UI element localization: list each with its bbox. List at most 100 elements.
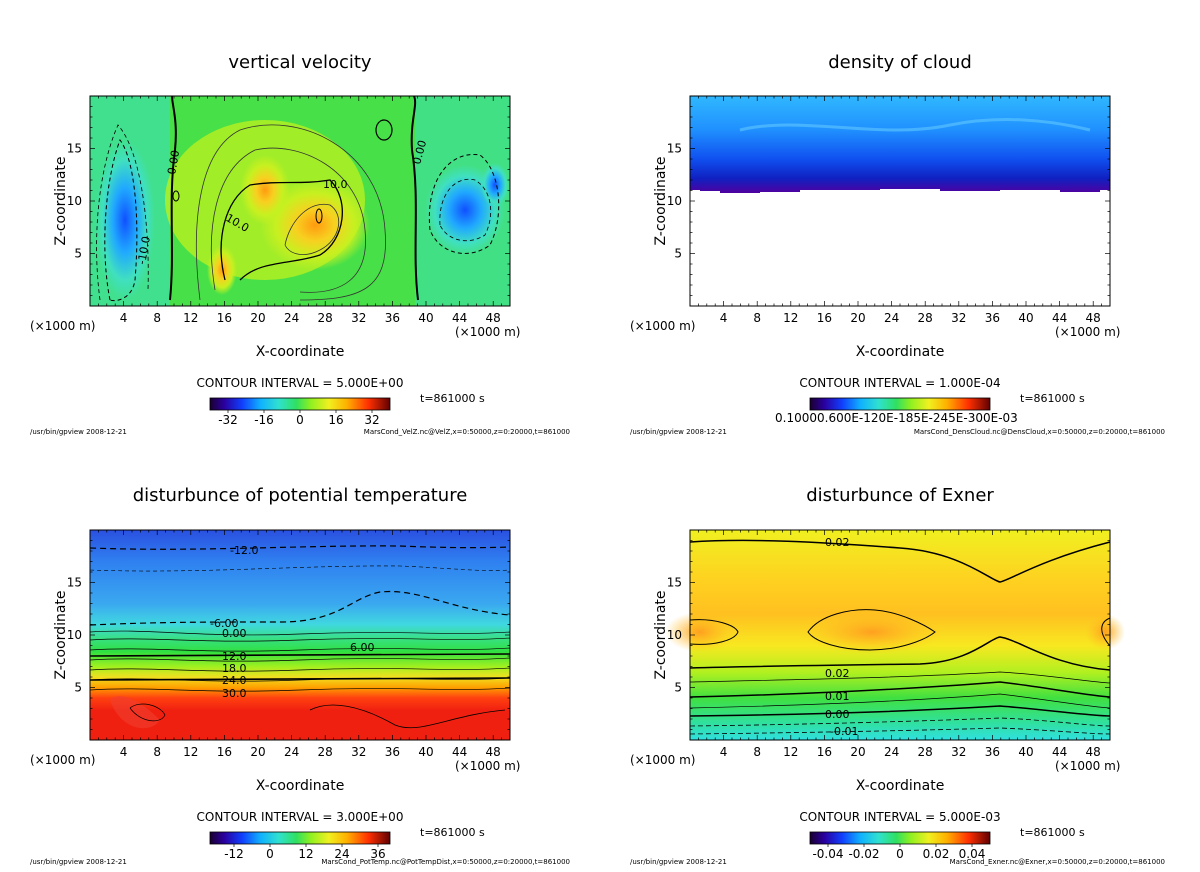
x-tick-label: 48 [1086,745,1101,759]
footer-right: MarsCond_VelZ.nc@VelZ,x=0:50000,z=0:2000… [364,428,570,436]
x-tick-label: 36 [385,311,400,325]
footer-right: MarsCond_DensCloud.nc@DensCloud,x=0:5000… [914,428,1165,436]
y-tick-label: 15 [67,576,82,590]
x-axis-ticks: 4 8 12 16 20 24 28 32 36 40 44 48 [89,530,511,759]
panel-potential-temperature: disturbunce of potential temperature -12… [30,485,570,866]
colorbar-ticks: -32 -16 0 16 32 [218,410,380,427]
x-tick-label: 44 [452,745,467,759]
panel-title: disturbunce of Exner [806,485,994,506]
colorbar-tick-label: 32 [364,413,379,427]
colorbar [809,831,991,845]
x-tick-label: 12 [783,311,798,325]
y-axis-ticks: 5 10 15 [667,529,1110,741]
colorbar-tick-label: 0 [296,413,304,427]
footer-left: /usr/bin/gpview 2008-12-21 [30,428,127,436]
y-tick-label: 5 [674,247,682,261]
colorbar-tick-label: 12 [298,847,313,861]
x-tick-label: 8 [753,745,761,759]
x-axis-ticks: 4 8 12 16 20 24 28 32 36 40 44 48 [689,96,1111,325]
x-tick-label: 16 [817,311,832,325]
x-tick-label: 28 [918,311,933,325]
contour-label: -6.00 [210,617,238,630]
panel-density-of-cloud: density of cloud 4 8 12 16 20 24 28 32 36 40 44 48 … [630,52,1165,436]
x-tick-label: 8 [153,311,161,325]
contour-label: -12.0 [230,544,258,557]
contour-label: 18.0 [222,662,247,675]
y-tick-label: 10 [667,628,682,642]
colorbar-tick-label: -16 [254,413,274,427]
time-label: t=861000 s [1020,826,1085,839]
footer-left: /usr/bin/gpview 2008-12-21 [30,858,127,866]
colorbar-ticks: -0.04 -0.02 0 0.02 0.04 [812,844,985,861]
contour-label: 0.00 [222,627,247,640]
x-unit-left: (×1000 m) [630,319,695,333]
plot-area: -12.0 -6.00 0.00 6.00 12.0 18.0 24.0 30.… [89,529,511,741]
contour-label: 24.0 [222,674,247,687]
contour-label: -0.01 [830,725,858,738]
x-tick-label: 32 [951,311,966,325]
x-tick-label: 4 [720,311,728,325]
y-tick-label: 5 [74,247,82,261]
x-tick-label: 4 [120,745,128,759]
y-tick-label: 10 [667,194,682,208]
x-tick-label: 32 [351,311,366,325]
contour-label: 0.00 [410,139,429,166]
panel-title: disturbunce of potential temperature [133,485,468,506]
x-tick-label: 8 [753,311,761,325]
x-tick-label: 20 [850,745,865,759]
y-tick-label: 10 [67,194,82,208]
plot-area [689,95,1111,307]
x-axis-label: X-coordinate [256,778,345,794]
colorbar [209,831,391,845]
contour-label: 0.01 [825,690,850,703]
x-unit-left: (×1000 m) [30,753,95,767]
y-tick-label: 15 [67,142,82,156]
colorbar-tick-label: 0 [896,847,904,861]
x-tick-label: 16 [217,745,232,759]
x-tick-label: 24 [284,311,299,325]
x-tick-label: 12 [183,745,198,759]
x-tick-label: 16 [817,745,832,759]
plot-area: 0.02 0.02 0.01 0.00 -0.01 [665,529,1125,741]
x-tick-label: 40 [418,311,433,325]
x-tick-label: 20 [850,311,865,325]
y-axis-ticks: 5 10 15 [667,95,1110,307]
x-tick-label: 28 [318,311,333,325]
y-tick-label: 10 [67,628,82,642]
footer-left: /usr/bin/gpview 2008-12-21 [630,858,727,866]
colorbar-tick-label: 0.02 [923,847,950,861]
contour-label: 0.00 [825,708,850,721]
colorbar-tick-label: -32 [218,413,238,427]
contour-label: 0.02 [825,536,850,549]
colorbar-tick-label: -12 [224,847,244,861]
colorbar [209,397,391,411]
x-axis-ticks: 4 8 12 16 20 24 28 32 36 40 44 48 [89,96,511,325]
contour-interval: CONTOUR INTERVAL = 1.000E-04 [799,376,1000,390]
time-label: t=861000 s [420,826,485,839]
x-unit-left: (×1000 m) [630,753,695,767]
plot-area: 0.00 0.00 10.0 10.0 -10.0 [89,95,511,307]
x-tick-label: 8 [153,745,161,759]
footer-left: /usr/bin/gpview 2008-12-21 [630,428,727,436]
panel-title: vertical velocity [228,52,372,73]
colorbar [809,397,991,411]
x-tick-label: 48 [486,745,501,759]
y-axis-label: Z-coordinate [653,156,669,245]
y-axis-ticks: 5 10 15 [67,529,510,741]
x-tick-label: 24 [884,311,899,325]
y-axis-ticks: 5 10 15 [67,95,510,307]
x-tick-label: 4 [120,311,128,325]
x-axis-label: X-coordinate [856,344,945,360]
time-label: t=861000 s [1020,392,1085,405]
x-tick-label: 16 [217,311,232,325]
x-tick-label: 28 [918,745,933,759]
x-tick-label: 28 [318,745,333,759]
y-tick-label: 15 [667,142,682,156]
x-tick-label: 44 [1052,745,1067,759]
contour-interval: CONTOUR INTERVAL = 5.000E+00 [197,376,404,390]
footer-right: MarsCond_Exner.nc@Exner,x=0:50000,z=0:20… [950,858,1165,866]
contour-label: 0.00 [165,149,182,175]
contour-label: 0.02 [825,667,850,680]
x-tick-label: 24 [284,745,299,759]
